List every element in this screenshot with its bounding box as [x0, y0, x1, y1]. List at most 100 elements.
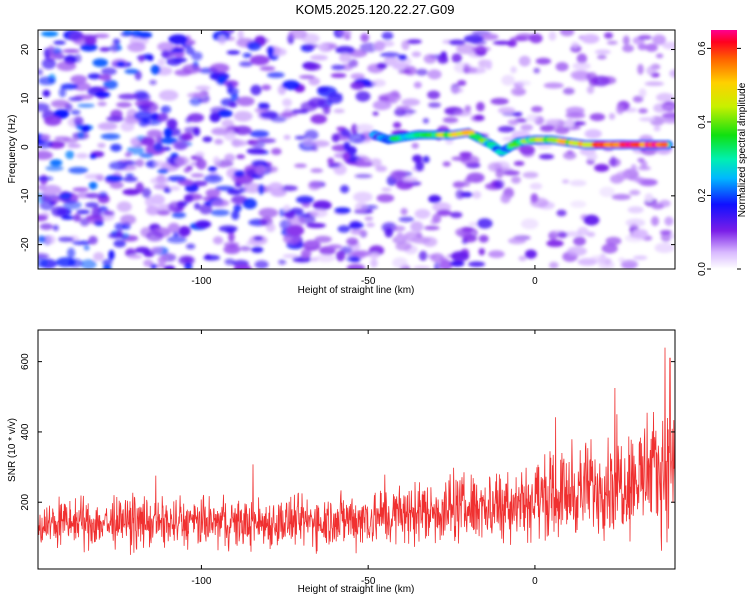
- noise-blob: [432, 213, 442, 224]
- noise-blob: [295, 195, 314, 204]
- noise-blob: [319, 44, 330, 49]
- noise-blob: [340, 185, 350, 194]
- noise-blob: [529, 182, 543, 190]
- noise-blob: [516, 80, 531, 86]
- noise-blob: [103, 79, 118, 90]
- noise-blob: [187, 113, 205, 123]
- noise-blob: [351, 250, 371, 257]
- noise-blob: [622, 35, 630, 46]
- noise-blob: [400, 208, 408, 216]
- noise-blob: [638, 166, 651, 171]
- noise-blob: [344, 34, 351, 40]
- noise-blob: [633, 255, 648, 261]
- noise-blob: [533, 67, 540, 74]
- noise-blob: [236, 154, 246, 159]
- noise-blob: [150, 64, 161, 75]
- noise-blob: [103, 210, 115, 216]
- noise-blob: [669, 69, 675, 78]
- noise-blob: [282, 254, 300, 259]
- noise-blob: [502, 170, 520, 176]
- noise-blob: [414, 208, 431, 219]
- noise-blob: [42, 89, 51, 98]
- noise-blob: [239, 245, 252, 252]
- noise-blob: [76, 209, 90, 215]
- noise-blob: [52, 224, 59, 231]
- noise-blob: [605, 236, 622, 246]
- noise-blob: [108, 161, 128, 171]
- noise-blob: [478, 234, 489, 243]
- noise-blob: [284, 210, 296, 219]
- noise-blob: [333, 108, 345, 114]
- noise-blob: [463, 63, 470, 74]
- noise-blob: [608, 113, 616, 120]
- noise-blob: [305, 43, 319, 49]
- noise-blob: [378, 96, 390, 101]
- noise-blob: [80, 43, 98, 52]
- noise-blob: [354, 202, 368, 214]
- noise-blob: [38, 68, 43, 76]
- noise-blob: [350, 229, 366, 235]
- noise-blob: [215, 185, 235, 191]
- noise-blob: [422, 118, 430, 124]
- noise-blob: [242, 52, 252, 58]
- noise-blob: [233, 170, 245, 178]
- noise-blob: [415, 160, 425, 172]
- noise-blob: [598, 260, 615, 269]
- noise-blob: [616, 104, 625, 115]
- noise-blob: [155, 135, 164, 146]
- noise-blob: [190, 173, 205, 178]
- noise-blob: [278, 112, 298, 117]
- y-tick-label: 0: [20, 144, 31, 150]
- noise-blob: [40, 134, 51, 141]
- noise-blob: [108, 249, 115, 261]
- noise-blob: [651, 203, 664, 210]
- noise-blob: [97, 101, 107, 107]
- noise-blob: [335, 250, 346, 262]
- noise-blob: [237, 30, 244, 41]
- noise-blob: [68, 31, 85, 43]
- noise-blob: [80, 124, 91, 133]
- noise-blob: [492, 40, 512, 45]
- noise-blob: [398, 54, 408, 61]
- noise-blob: [337, 225, 351, 233]
- noise-blob: [427, 69, 442, 80]
- noise-blob: [451, 87, 464, 94]
- noise-blob: [615, 171, 629, 181]
- noise-blob: [396, 105, 410, 110]
- noise-blob: [266, 222, 276, 233]
- noise-blob: [369, 158, 382, 167]
- y-tick-label: 10: [20, 92, 31, 104]
- noise-blob: [637, 35, 653, 40]
- noise-blob: [535, 57, 552, 65]
- noise-blob: [577, 226, 589, 236]
- colorbar-tick-label: 0.4: [697, 115, 708, 129]
- noise-blob: [45, 165, 64, 172]
- noise-blob: [477, 218, 493, 229]
- noise-blob: [330, 73, 347, 78]
- noise-blob: [549, 261, 559, 269]
- noise-blob: [327, 93, 343, 104]
- noise-blob: [566, 150, 574, 155]
- snr-y-axis-label: SNR (10 * v/v): [7, 418, 18, 482]
- noise-blob: [594, 163, 610, 172]
- noise-blob: [396, 231, 404, 242]
- noise-blob: [141, 101, 159, 113]
- noise-blob: [375, 165, 388, 172]
- noise-blob: [250, 55, 270, 66]
- noise-blob: [353, 191, 373, 203]
- noise-blob: [656, 92, 675, 102]
- noise-blob: [217, 76, 227, 84]
- noise-blob: [211, 127, 230, 136]
- noise-blob: [570, 70, 591, 80]
- noise-blob: [392, 62, 409, 70]
- noise-blob: [157, 255, 167, 265]
- noise-blob: [312, 200, 332, 211]
- noise-blob: [70, 109, 81, 116]
- noise-blob: [334, 207, 351, 214]
- noise-blob: [653, 103, 668, 113]
- noise-blob: [498, 107, 516, 114]
- noise-blob: [109, 181, 124, 189]
- noise-blob: [346, 237, 359, 246]
- noise-blob: [278, 259, 287, 265]
- noise-blob: [557, 231, 568, 239]
